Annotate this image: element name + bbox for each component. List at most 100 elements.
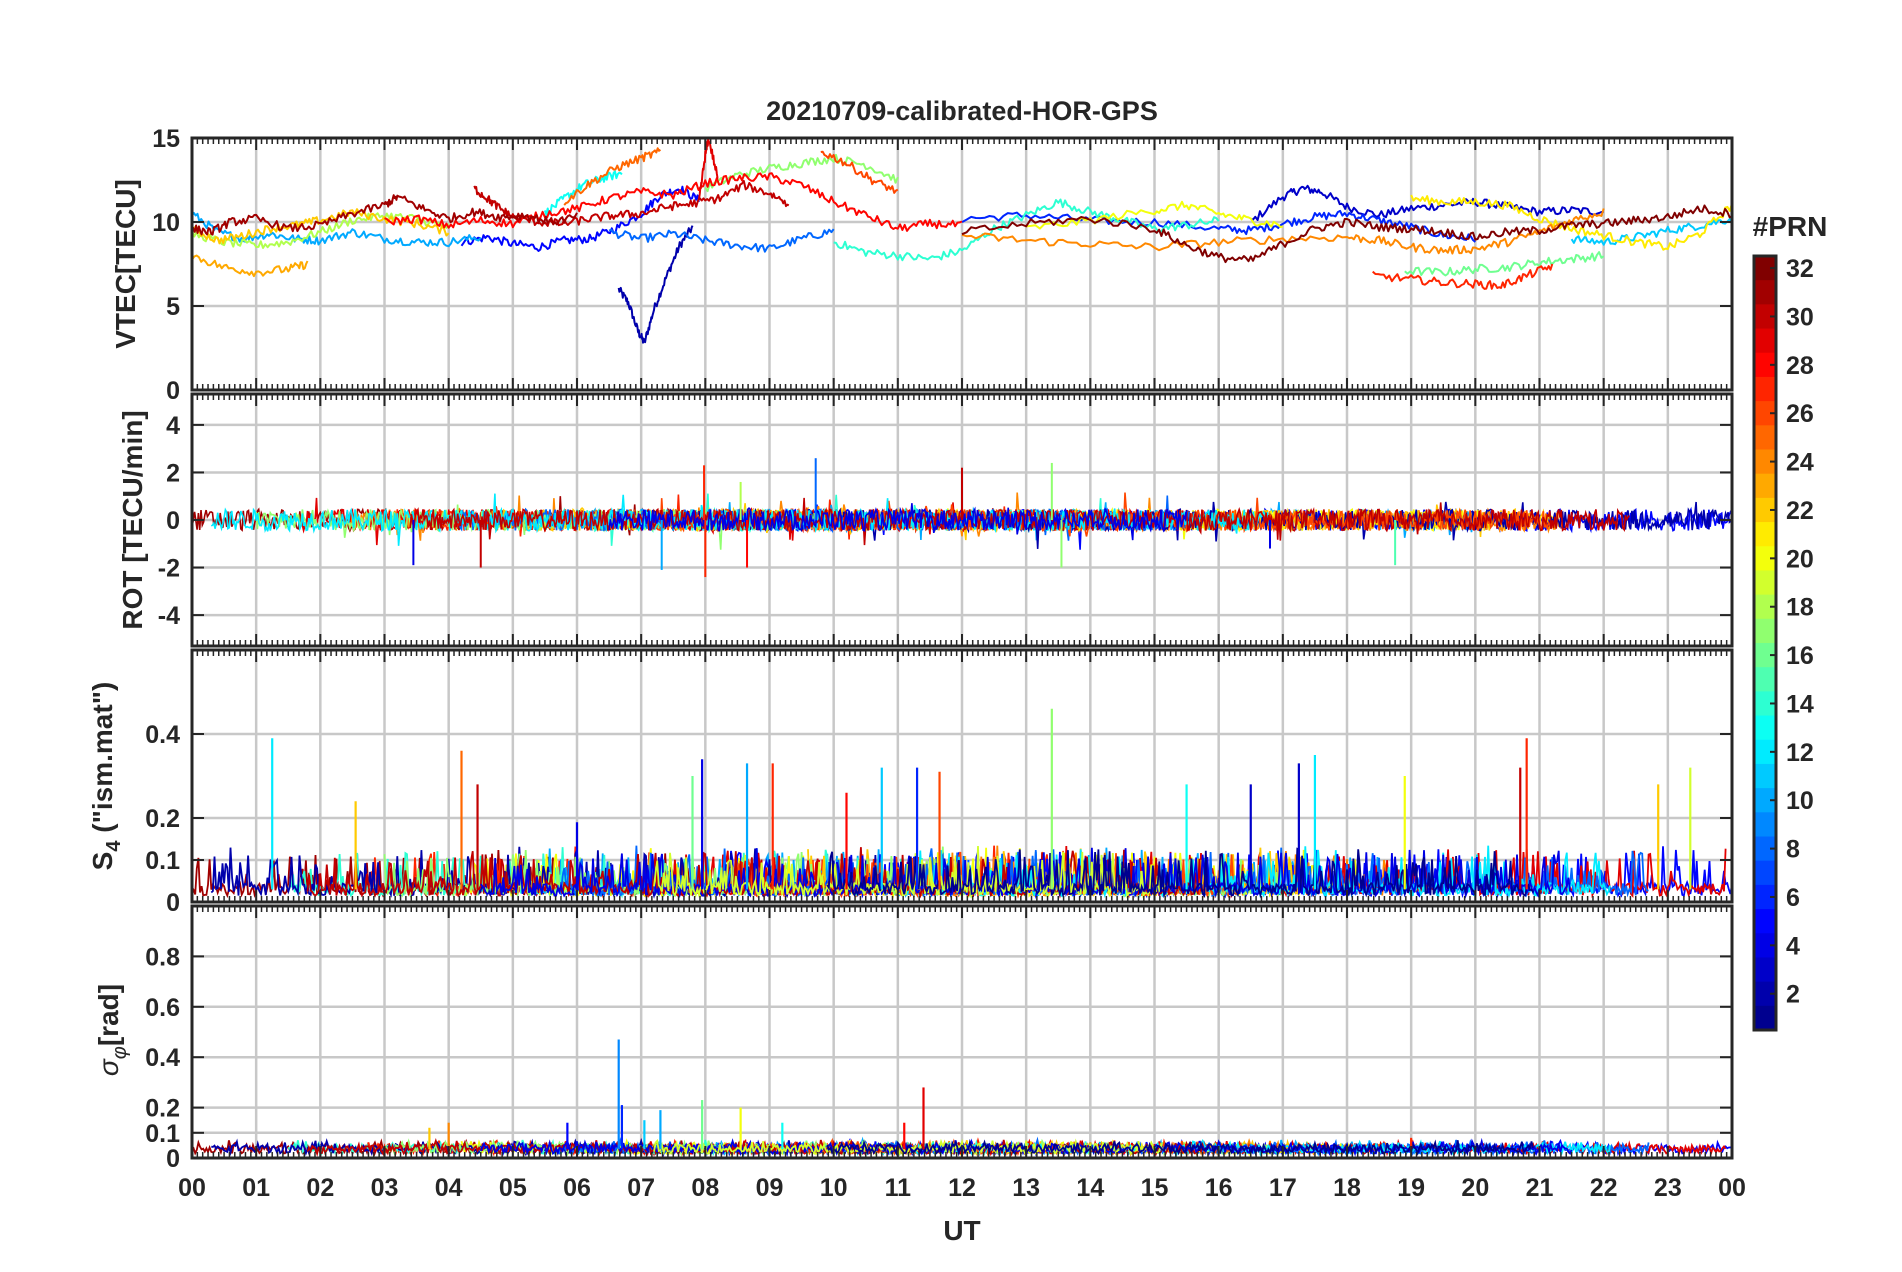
colorbar-swatch-prn-27 [1754,376,1776,402]
colorbar-frame [1752,254,1778,1032]
y-tick-label: 0 [166,889,180,917]
y-tick-label: 0 [166,377,180,405]
y-tick-label: 0 [166,1145,180,1173]
colorbar-swatch-prn-6 [1754,884,1776,910]
s4-trace-prn-19 [653,845,1167,899]
colorbar-tick-label: 8 [1786,836,1800,864]
colorbar-swatch-prn-31 [1754,280,1776,305]
colorbar-tick-label: 2 [1786,981,1800,1009]
colorbar-swatch-prn-25 [1754,425,1776,451]
y-tick-label: 0 [166,507,180,535]
vtec-trace-prn-22 [192,208,450,245]
vtec-trace-prn-24 [961,208,1605,255]
x-tick-label: 08 [691,1174,719,1202]
x-tick-label: 02 [306,1174,334,1202]
vtec-trace-prn-29 [697,138,719,200]
y-axis-label-sub: φ [109,1046,131,1059]
colorbar-tick-label: 12 [1786,739,1814,767]
x-tick-label: 14 [1076,1174,1104,1202]
x-tick-label: 12 [948,1174,976,1202]
colorbar-swatch-prn-8 [1754,836,1776,862]
panel-vtec: 0 5 10 15 VTEC[TECU] [110,125,1734,405]
colorbar-tick-label: 32 [1786,255,1814,283]
vtec-trace-prn-11 [1570,218,1732,246]
y-tick-labels: 00.10.2 0.4 0.6 0.8 [145,943,180,1173]
x-tick-label: 19 [1397,1174,1425,1202]
colorbar-swatch-prn-30 [1754,304,1776,330]
y-tick-label: 10 [152,209,180,237]
vtec-trace-prn-21 [1410,194,1732,251]
y-tick-label: 0.8 [145,943,180,971]
y-tick-label: -4 [158,602,180,630]
x-tick-label: 11 [885,1174,912,1202]
colorbar-tick-label: 4 [1786,932,1800,960]
x-tick-label: 05 [499,1174,527,1202]
y-tick-label: 0.4 [145,1044,180,1072]
vtec-trace-prn-20 [1026,200,1284,230]
colorbar-tick-label: 16 [1786,642,1814,670]
vtec-trace-prn-26 [820,150,899,194]
x-tick-label: 10 [820,1174,848,1202]
vtec-trace-prn-25 [563,147,662,206]
y-tick-labels: -4 -2 0 2 4 [158,412,180,630]
y-axis-label-main: S [87,852,118,871]
vtec-trace-prn-13 [543,170,623,216]
colorbar-swatch-prn-26 [1754,401,1776,426]
colorbar-swatch-prn-28 [1754,352,1776,378]
colorbar-tick-label: 18 [1786,594,1814,622]
colorbar-swatch-prn-16 [1754,643,1776,668]
colorbar-tick-label: 10 [1786,787,1814,815]
y-tick-labels: 0 0.1 0.2 0.4 [145,721,180,917]
colorbar-tick-label: 14 [1786,690,1814,718]
y-axis-label-rest: ("ism.mat") [87,682,118,841]
colorbar-swatch-prn-10 [1754,788,1776,813]
y-tick-labels: 0 5 10 15 [152,125,180,405]
y-axis-label: ROT [TECU/min] [117,410,148,629]
x-tick-label: 17 [1269,1174,1297,1202]
vtec-trace-prn-14 [833,198,1220,262]
y-tick-label: 0.2 [145,1095,180,1123]
x-axis-label: UT [943,1215,980,1246]
x-tick-label: 18 [1333,1174,1361,1202]
colorbar-swatch-prn-29 [1754,328,1776,354]
panel-traces [192,138,1732,344]
vtec-trace-prn-17 [704,153,899,193]
y-tick-label: 0.4 [145,721,180,749]
colorbar-swatch-prn-20 [1754,546,1776,572]
x-tick-label: 09 [756,1174,784,1202]
y-tick-label: 0.1 [145,847,180,875]
panel-rot: -4 -2 0 2 4 ROT [TECU/min] [117,392,1734,648]
colorbar-tick-label: 6 [1786,884,1800,912]
x-tick-label: 07 [627,1174,655,1202]
y-axis-label-sub: 4 [103,840,125,852]
colorbar-tick-label: 28 [1786,352,1814,380]
y-axis-label-rest: [rad] [93,984,124,1046]
chart-title: 20210709-calibrated-HOR-GPS [766,96,1158,126]
colorbar-swatch-prn-13 [1754,715,1776,741]
y-axis-label: S4 ("ism.mat") [87,682,125,871]
colorbar-tick-label: 20 [1786,545,1814,573]
y-tick-label: 4 [166,412,180,440]
panel-frame [190,904,1734,1160]
x-tick-label: 21 [1526,1174,1554,1202]
colorbar-swatch-prn-32 [1754,256,1776,281]
vtec-trace-prn-27 [1372,263,1554,290]
panel-frame [190,136,1734,392]
colorbar-swatch-prn-15 [1754,667,1776,692]
panel-ticks [191,906,1733,1159]
colorbar-swatch-prn-24 [1754,449,1776,475]
colorbar-tick-label: 30 [1786,303,1814,331]
x-tick-label: 04 [435,1174,463,1202]
panel-frame [190,392,1734,648]
y-tick-label: 15 [152,125,180,153]
sigphi-trace-prn-1 [826,1138,1534,1157]
y-axis-label: σφ[rad] [93,984,131,1076]
x-tick-label: 03 [371,1174,399,1202]
y-tick-label: 0.2 [145,805,180,833]
x-tick-label: 06 [563,1174,591,1202]
colorbar-swatch-prn-2 [1754,981,1776,1007]
x-tick-label: 22 [1590,1174,1618,1202]
x-tick-label: 15 [1141,1174,1169,1202]
